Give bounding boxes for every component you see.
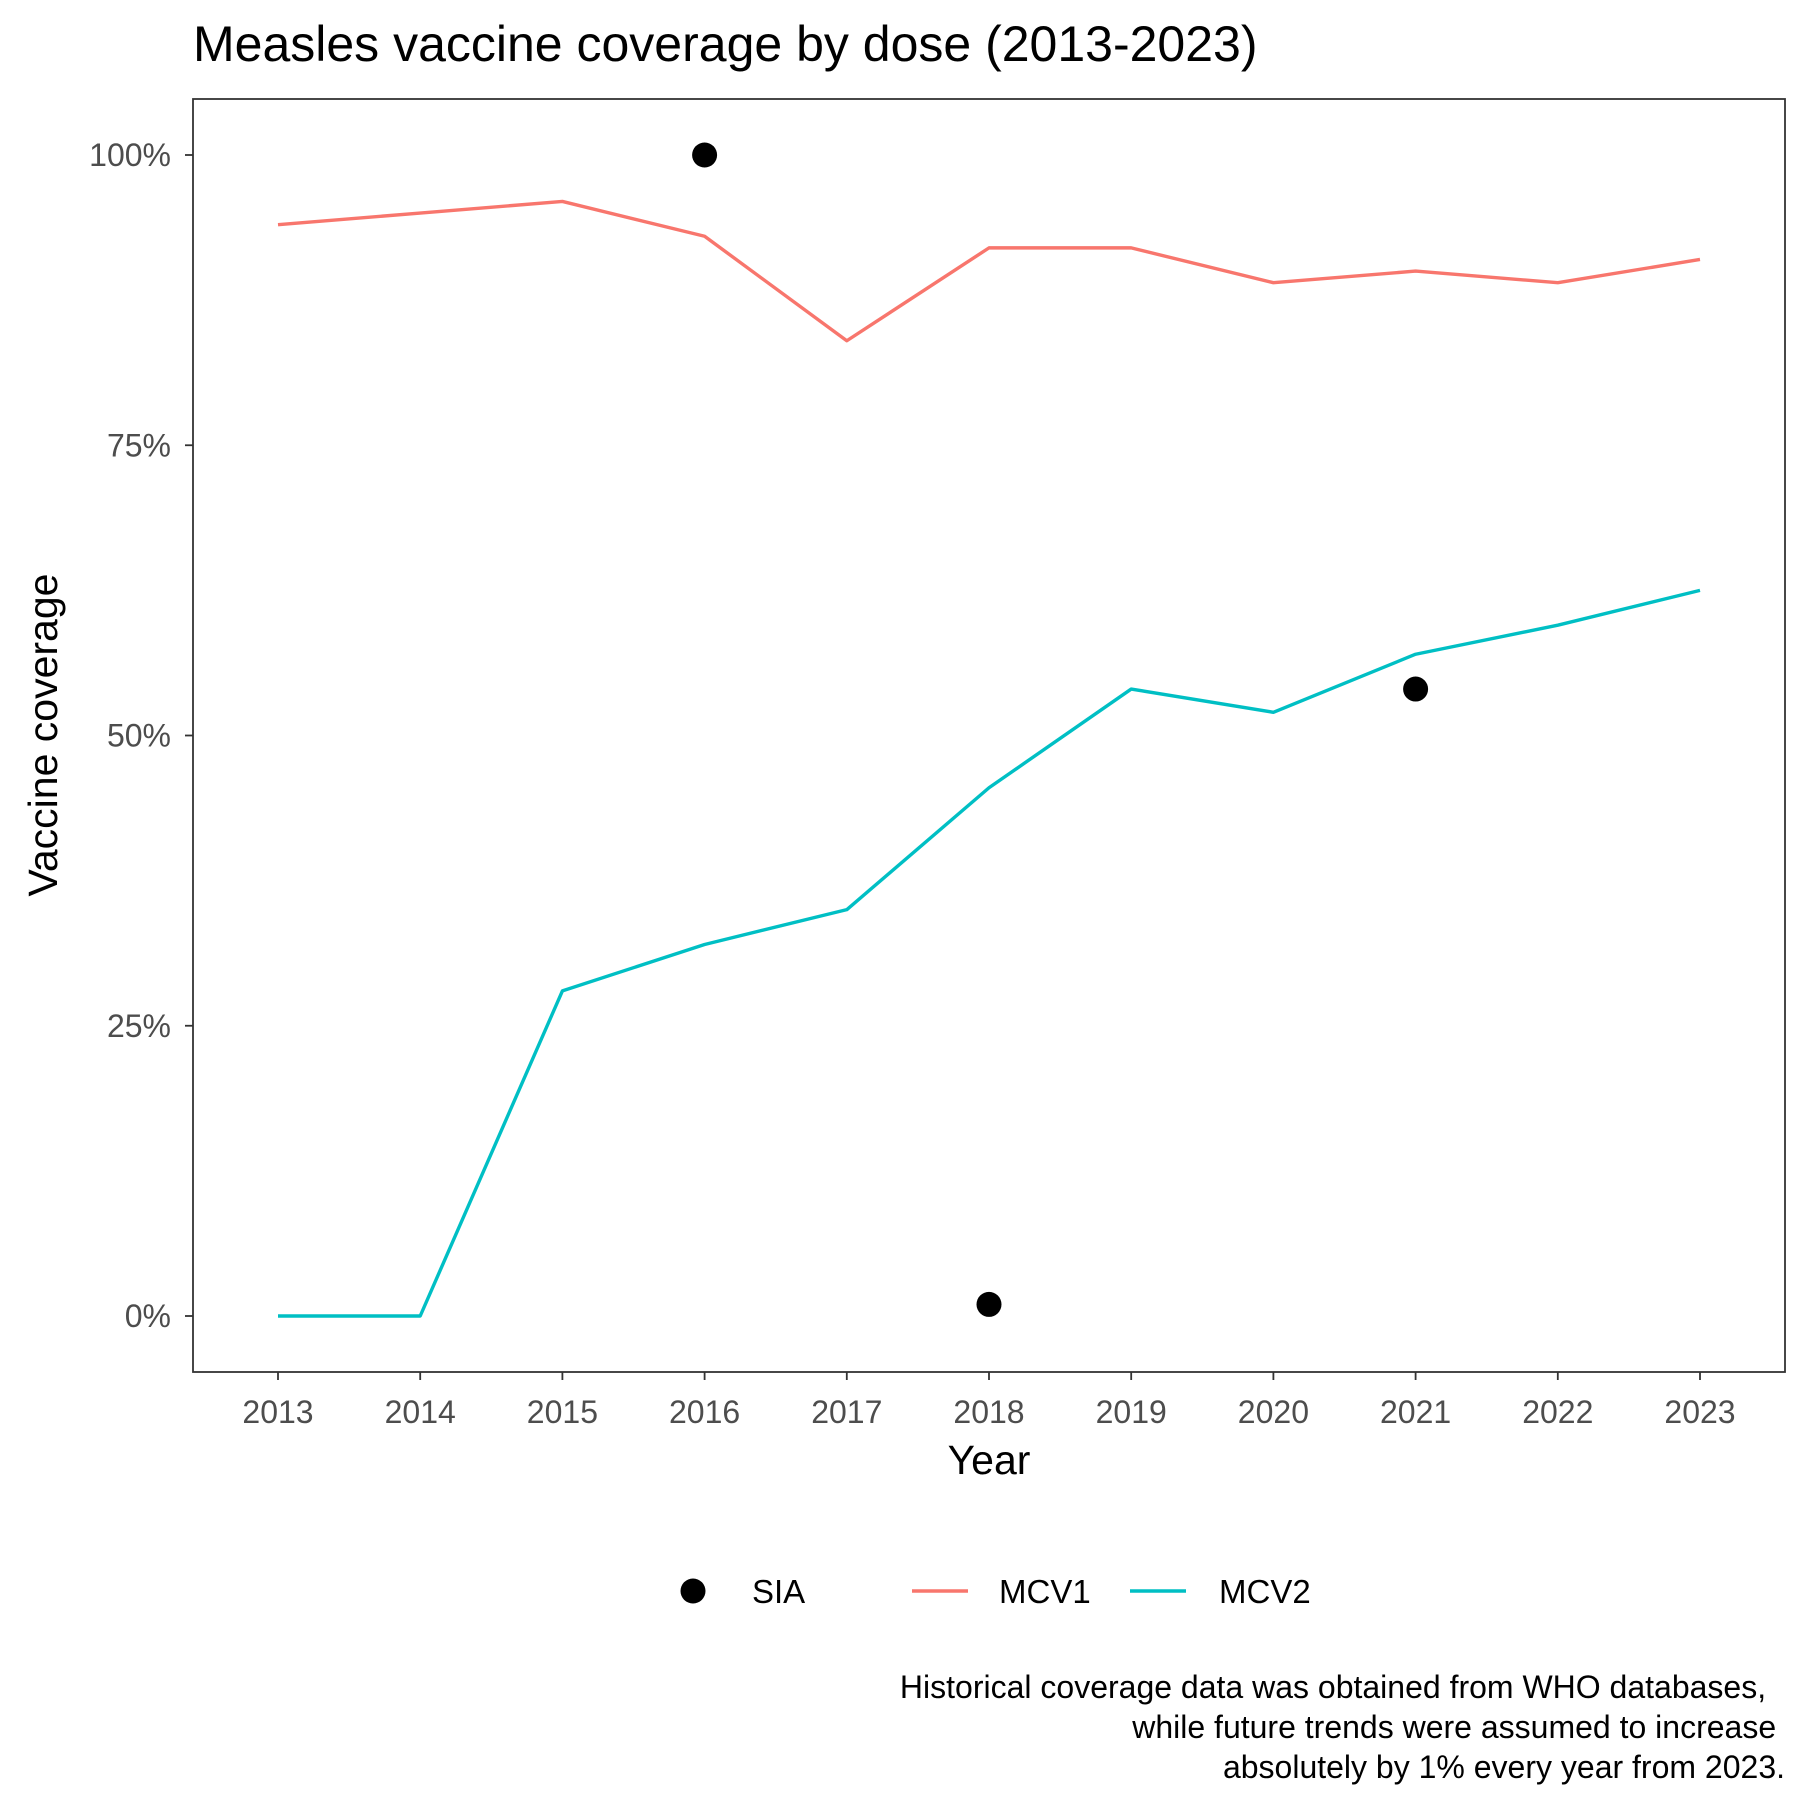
legend: SIA MCV1 MCV2 [680,1573,1311,1610]
legend-label-mcv1: MCV1 [999,1573,1091,1610]
legend-label-mcv2: MCV2 [1219,1573,1311,1610]
x-tick-label: 2021 [1380,1394,1451,1430]
series-layer [277,199,1701,1318]
y-tick-label: 50% [107,718,171,754]
x-axis-title: Year [948,1437,1031,1483]
sia-point [976,1291,1002,1317]
sia-point [692,142,718,168]
plot-panel [192,98,1786,1373]
x-axis: 2013 2014 2015 2016 2017 2018 2019 2020 2021 2022… [242,1372,1736,1430]
series-line-mcv2 [278,588,1701,1318]
legend-label-sia: SIA [752,1573,805,1610]
x-tick-label: 2013 [242,1394,313,1430]
caption-line-2: while future trends were assumed to incr… [1131,1709,1776,1745]
caption-line-1: Historical coverage data was obtained fr… [900,1669,1766,1705]
y-tick-label: 100% [89,137,171,173]
y-tick-label: 25% [107,1008,171,1044]
chart-title: Measles vaccine coverage by dose (2013-2… [193,16,1258,72]
caption: Historical coverage data was obtained fr… [900,1669,1785,1785]
x-tick-label: 2017 [811,1394,882,1430]
x-tick-label: 2020 [1238,1394,1309,1430]
x-tick-label: 2018 [953,1394,1024,1430]
x-tick-label: 2016 [669,1394,740,1430]
y-axis-title: Vaccine coverage [20,574,66,897]
x-tick-label: 2014 [385,1394,456,1430]
y-tick-label: 75% [107,427,171,463]
y-axis: 0% 25% 50% 75% 100% [89,137,193,1334]
sia-points [692,142,1429,1317]
x-tick-label: 2023 [1664,1394,1735,1430]
legend-key-sia [680,1578,706,1604]
sia-point [1403,676,1429,702]
series-line-mcv1 [277,199,1701,343]
x-tick-label: 2019 [1096,1394,1167,1430]
caption-line-3: absolutely by 1% every year from 2023. [1223,1749,1785,1785]
y-tick-label: 0% [125,1298,171,1334]
x-tick-label: 2015 [527,1394,598,1430]
x-tick-label: 2022 [1522,1394,1593,1430]
